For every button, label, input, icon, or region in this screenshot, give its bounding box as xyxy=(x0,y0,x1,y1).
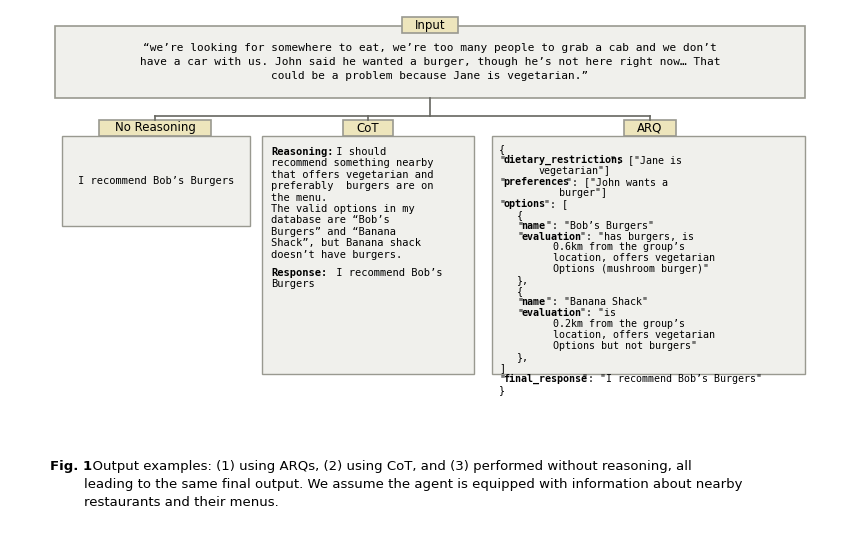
Text: Reasoning:: Reasoning: xyxy=(271,147,334,157)
Text: },: }, xyxy=(517,275,529,285)
Text: options: options xyxy=(503,199,545,209)
Text: ": ["John wants a: ": ["John wants a xyxy=(566,177,667,187)
Text: Input: Input xyxy=(415,18,445,31)
Text: I should: I should xyxy=(330,147,386,157)
Text: ": " xyxy=(499,199,505,209)
Bar xyxy=(402,17,458,33)
Text: recommend something nearby: recommend something nearby xyxy=(271,158,433,169)
Text: No Reasoning: No Reasoning xyxy=(114,122,195,134)
Text: name: name xyxy=(521,297,545,307)
Text: the menu.: the menu. xyxy=(271,193,328,203)
Text: Burgers” and “Banana: Burgers” and “Banana xyxy=(271,227,396,237)
Text: Response:: Response: xyxy=(271,268,328,278)
Text: evaluation: evaluation xyxy=(521,308,581,318)
Text: final_response: final_response xyxy=(503,374,587,384)
Text: location, offers vegetarian: location, offers vegetarian xyxy=(553,330,715,340)
Text: ARQ: ARQ xyxy=(637,122,663,134)
Text: I recommend Bob’s: I recommend Bob’s xyxy=(330,268,443,278)
Text: 0.6km from the group’s: 0.6km from the group’s xyxy=(553,243,685,253)
Text: evaluation: evaluation xyxy=(521,232,581,242)
Text: preferably  burgers are on: preferably burgers are on xyxy=(271,181,433,191)
Text: ": " xyxy=(517,220,523,230)
Text: ": "is: ": "is xyxy=(580,308,617,318)
Bar xyxy=(343,120,393,136)
Text: Options but not burgers": Options but not burgers" xyxy=(553,341,697,351)
Text: dietary_restrictions: dietary_restrictions xyxy=(503,155,624,165)
Text: Options (mushroom burger)": Options (mushroom burger)" xyxy=(553,264,709,275)
Text: Fig. 1: Fig. 1 xyxy=(50,460,92,473)
Bar xyxy=(55,26,805,98)
Text: ": " xyxy=(517,297,523,307)
Text: CoT: CoT xyxy=(357,122,379,134)
Text: that offers vegetarian and: that offers vegetarian and xyxy=(271,170,433,180)
Text: }: } xyxy=(499,385,505,395)
Text: database are “Bob’s: database are “Bob’s xyxy=(271,215,390,225)
Bar xyxy=(62,136,250,226)
Text: ": " xyxy=(499,155,505,165)
Text: Burgers: Burgers xyxy=(271,279,315,289)
Text: ]: ] xyxy=(499,363,505,373)
Text: ": "has burgers, is: ": "has burgers, is xyxy=(580,232,695,242)
Text: ": "I recommend Bob’s Burgers": ": "I recommend Bob’s Burgers" xyxy=(581,374,761,384)
Text: ": " xyxy=(517,308,523,318)
Text: name: name xyxy=(521,220,545,230)
Text: “we’re looking for somewhere to eat, we’re too many people to grab a cab and we : “we’re looking for somewhere to eat, we’… xyxy=(139,42,721,81)
Text: ": " xyxy=(499,374,505,384)
Text: The valid options in my: The valid options in my xyxy=(271,204,415,214)
Text: ": [: ": [ xyxy=(544,199,568,209)
Text: I recommend Bob’s Burgers: I recommend Bob’s Burgers xyxy=(78,176,234,186)
Text: doesn’t have burgers.: doesn’t have burgers. xyxy=(271,249,402,259)
Text: },: }, xyxy=(517,352,529,362)
Text: ": "Bob’s Burgers": ": "Bob’s Burgers" xyxy=(545,220,654,230)
Text: ": " xyxy=(517,232,523,242)
Text: Shack”, but Banana shack: Shack”, but Banana shack xyxy=(271,238,421,248)
Bar xyxy=(262,136,474,374)
Text: {: { xyxy=(517,210,523,220)
Text: Output examples: (1) using ARQs, (2) using CoT, and (3) performed without reason: Output examples: (1) using ARQs, (2) usi… xyxy=(84,460,742,509)
Text: 0.2km from the group’s: 0.2km from the group’s xyxy=(553,319,685,329)
Bar xyxy=(492,136,805,374)
Text: ": " xyxy=(499,177,505,187)
Text: ": "Banana Shack": ": "Banana Shack" xyxy=(545,297,648,307)
Bar xyxy=(99,120,211,136)
Text: preferences: preferences xyxy=(503,177,569,187)
Text: location, offers vegetarian: location, offers vegetarian xyxy=(553,253,715,263)
Text: {: { xyxy=(517,286,523,296)
Text: vegetarian"]: vegetarian"] xyxy=(539,166,611,176)
Text: {: { xyxy=(499,144,505,154)
Text: burger"]: burger"] xyxy=(559,188,607,198)
Bar xyxy=(624,120,676,136)
Text: ": ["Jane is: ": ["Jane is xyxy=(611,155,683,165)
